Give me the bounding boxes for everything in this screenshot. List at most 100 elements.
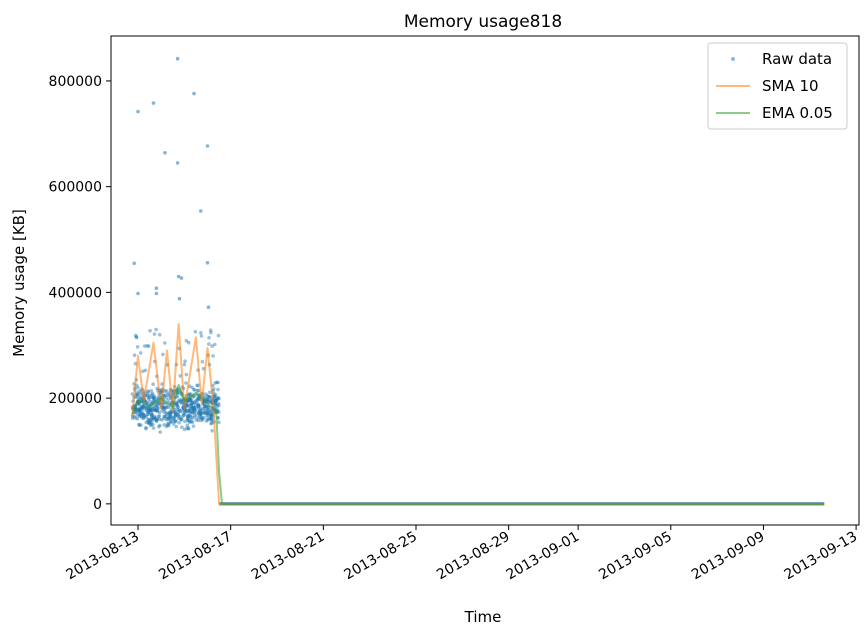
raw-data-point	[144, 420, 148, 425]
raw-data-point	[144, 426, 148, 430]
raw-data-point	[203, 411, 208, 416]
raw-data-point	[151, 395, 156, 400]
x-tick-label: 2013-08-13	[64, 529, 142, 584]
raw-data-point	[188, 420, 192, 424]
raw-data-point	[158, 417, 162, 422]
raw-data-point	[192, 408, 197, 413]
raw-data-point	[166, 398, 170, 403]
raw-data-point	[130, 416, 135, 421]
raw-data-point	[151, 422, 155, 427]
raw-data-point	[195, 396, 200, 401]
raw-data-point	[199, 412, 204, 416]
raw-data-point	[193, 403, 198, 408]
raw-data-point	[202, 410, 206, 415]
y-axis-label: Memory usage [KB]	[10, 209, 28, 357]
raw-data-point	[164, 412, 169, 416]
raw-data-point	[195, 383, 199, 388]
raw-data-point	[172, 419, 177, 424]
raw-data-point	[163, 151, 167, 155]
raw-data-point	[204, 397, 209, 401]
raw-data-point	[209, 413, 214, 418]
raw-data-point	[171, 416, 175, 420]
x-tick-label: 2013-08-17	[156, 529, 234, 584]
raw-data-point	[206, 398, 210, 402]
raw-data-point	[174, 413, 178, 418]
raw-data-point	[173, 412, 178, 416]
raw-data-point	[172, 416, 176, 421]
raw-data-point	[196, 404, 200, 409]
raw-data-point	[134, 335, 139, 340]
raw-data-point	[188, 398, 192, 403]
raw-data-point	[147, 409, 152, 414]
raw-data-point	[140, 405, 145, 409]
raw-data-point	[213, 398, 218, 403]
raw-data-point	[205, 261, 210, 265]
raw-data-point	[188, 409, 192, 414]
raw-data-point	[137, 412, 142, 417]
raw-data-point	[167, 411, 172, 416]
raw-data-point	[186, 400, 190, 404]
raw-data-point	[202, 404, 207, 409]
raw-data-point	[182, 427, 187, 432]
raw-data-point	[140, 408, 144, 412]
x-tick-label: 2013-09-05	[596, 529, 674, 584]
raw-data-point	[217, 420, 221, 425]
raw-data-point	[186, 418, 190, 423]
raw-data-point	[186, 413, 190, 418]
x-tick-label: 2013-09-01	[504, 529, 582, 584]
raw-data-point	[191, 424, 196, 429]
raw-data-point	[152, 415, 156, 420]
raw-data-point	[177, 414, 182, 419]
raw-data-point	[186, 427, 191, 431]
raw-data-point	[215, 397, 220, 401]
plot-frame	[110, 35, 860, 526]
raw-data-point	[190, 410, 195, 415]
raw-data-point	[151, 393, 155, 397]
y-tick-label: 200000	[49, 391, 102, 407]
raw-data-point	[162, 405, 166, 410]
raw-data-point	[173, 413, 177, 418]
raw-data-point	[205, 411, 210, 415]
raw-data-point	[149, 389, 153, 393]
raw-data-point	[217, 396, 221, 401]
raw-data-point	[192, 405, 196, 410]
raw-data-point	[196, 383, 200, 388]
raw-data-point	[160, 418, 164, 422]
raw-data-point	[143, 368, 148, 373]
raw-data-point	[198, 406, 203, 411]
raw-data-point	[214, 402, 219, 407]
raw-data-point	[163, 341, 167, 345]
raw-data-point	[146, 419, 150, 424]
raw-data-point	[158, 423, 162, 428]
raw-data-point	[192, 388, 197, 392]
raw-data-point	[173, 419, 178, 423]
raw-data-point	[175, 56, 180, 61]
raw-data-point	[187, 417, 191, 421]
legend-label: EMA 0.05	[762, 104, 833, 122]
raw-data-point	[167, 394, 171, 398]
raw-data-point	[197, 397, 201, 402]
raw-data-point	[195, 400, 199, 405]
raw-data-point	[179, 401, 184, 406]
raw-data-point	[154, 327, 158, 332]
raw-data-point	[216, 333, 221, 338]
raw-data-point	[199, 409, 203, 414]
raw-data-point	[198, 410, 203, 415]
raw-data-point	[206, 305, 211, 310]
raw-data-point	[208, 409, 213, 413]
raw-data-point	[174, 400, 179, 405]
raw-data-point	[185, 404, 189, 409]
raw-data-point	[200, 360, 205, 364]
raw-data-point	[150, 391, 155, 396]
raw-data-point	[151, 416, 155, 420]
raw-data-point	[150, 416, 154, 421]
raw-data-point	[137, 423, 142, 428]
raw-data-point	[188, 419, 192, 424]
raw-data-point	[190, 405, 194, 410]
raw-data-point	[193, 329, 198, 334]
raw-data-point	[202, 404, 207, 409]
raw-data-point	[154, 291, 159, 296]
raw-data-point	[213, 397, 217, 402]
raw-data-point	[135, 410, 139, 414]
raw-data-point	[135, 413, 140, 417]
